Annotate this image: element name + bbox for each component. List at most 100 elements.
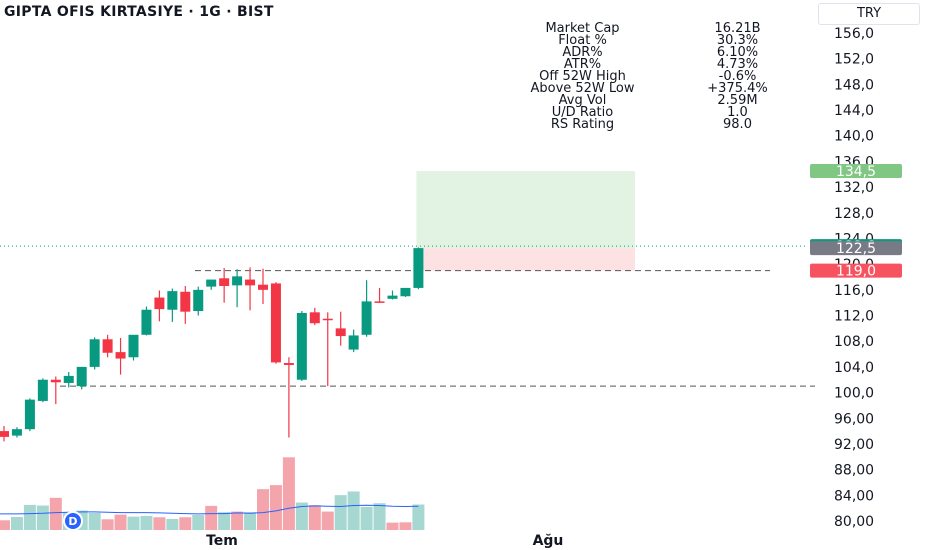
- stat-row: Avg Vol 2.59M: [490, 93, 800, 108]
- y-tick-label: 144,0: [834, 103, 874, 119]
- y-tick-label: 80,00: [834, 514, 874, 530]
- candle-body[interactable]: [413, 248, 424, 288]
- stat-row: U/D Ratio 1.0: [490, 105, 800, 120]
- candle-body[interactable]: [258, 284, 268, 290]
- volume-bar: [127, 516, 140, 530]
- candle-body[interactable]: [128, 334, 139, 358]
- volume-bar: [244, 512, 257, 530]
- volume-bar: [231, 511, 244, 530]
- x-tick-label: Tem: [206, 533, 238, 549]
- y-tick-label: 140,0: [834, 129, 874, 145]
- candle-body[interactable]: [180, 291, 191, 312]
- candle-body[interactable]: [400, 287, 411, 297]
- volume-bar: [36, 505, 49, 530]
- candle-body[interactable]: [374, 301, 385, 303]
- chart-title: GIPTA OFIS KIRTASIYE · 1G · BIST: [4, 4, 274, 20]
- x-tick-label: Ağu: [533, 533, 564, 549]
- candle-body[interactable]: [193, 289, 204, 312]
- stat-label: RS Rating: [550, 117, 615, 132]
- profit-zone[interactable]: [416, 171, 635, 249]
- price-label-tag: [810, 241, 902, 256]
- stat-label: Float %: [558, 33, 607, 48]
- stat-label: Avg Vol: [558, 93, 607, 108]
- y-tick-label: 128,0: [834, 206, 874, 222]
- candle-body[interactable]: [37, 379, 48, 401]
- stat-label: ADR%: [562, 45, 603, 60]
- candle-body[interactable]: [335, 328, 346, 337]
- currency-button[interactable]: TRY: [818, 3, 920, 25]
- volume-bar: [308, 505, 321, 530]
- y-tick-label: 132,0: [834, 180, 874, 196]
- volume-bar: [334, 495, 347, 530]
- candle-body[interactable]: [63, 375, 74, 383]
- candle-body[interactable]: [89, 339, 100, 367]
- volume-bar: [166, 518, 179, 530]
- stat-value: 30.3%: [716, 33, 759, 48]
- volume-bar: [114, 514, 127, 530]
- volume-bar: [347, 491, 360, 530]
- stat-value: 4.73%: [716, 57, 759, 72]
- candle-body[interactable]: [296, 312, 307, 380]
- candle-body[interactable]: [232, 276, 243, 286]
- stat-row: Off 52W High -0.6%: [490, 69, 800, 84]
- candle-body[interactable]: [309, 312, 320, 324]
- volume-bar: [412, 504, 425, 530]
- candle-body[interactable]: [167, 291, 178, 310]
- y-tick-label: 92,00: [834, 437, 874, 453]
- price-label-text: 119,0: [836, 264, 876, 280]
- stat-label: U/D Ratio: [551, 105, 614, 120]
- y-tick-label: 156,0: [834, 26, 874, 42]
- y-tick-label: 104,0: [834, 360, 874, 376]
- volume-bar: [179, 517, 192, 530]
- volume-bar: [373, 503, 386, 530]
- candle-body[interactable]: [50, 379, 61, 383]
- volume-bar: [205, 505, 218, 530]
- candle-body[interactable]: [141, 309, 152, 335]
- volume-bar: [282, 457, 295, 530]
- volume-bar: [295, 502, 308, 530]
- volume-bar: [88, 512, 101, 530]
- candle-body[interactable]: [24, 399, 35, 430]
- candle-body[interactable]: [361, 301, 372, 335]
- price-label-tag: [810, 263, 902, 278]
- volume-bar: [0, 520, 10, 530]
- candle-body[interactable]: [270, 283, 281, 363]
- y-tick-label: 84,00: [834, 488, 874, 504]
- candle-body[interactable]: [219, 278, 230, 286]
- volume-bar: [49, 497, 62, 530]
- candle-body[interactable]: [348, 335, 359, 350]
- candle-body[interactable]: [206, 279, 217, 287]
- stat-value: 16.21B: [714, 21, 761, 36]
- dividend-marker-icon[interactable]: [63, 511, 83, 531]
- loss-zone[interactable]: [416, 248, 635, 271]
- candle-body[interactable]: [76, 366, 87, 387]
- volume-bar: [153, 517, 166, 530]
- volume-average-line: [0, 504, 419, 515]
- volume-bar: [218, 512, 231, 530]
- candle-body[interactable]: [322, 318, 333, 321]
- price-label-text: 134,5: [836, 164, 876, 180]
- candle-body[interactable]: [154, 297, 165, 310]
- stat-value: 6.10%: [716, 45, 759, 60]
- stat-value: -0.6%: [718, 69, 757, 84]
- stat-label: Off 52W High: [539, 69, 626, 84]
- candle-body[interactable]: [102, 339, 113, 353]
- stat-row: ADR% 6.10%: [490, 45, 800, 60]
- candle-body[interactable]: [11, 429, 22, 436]
- y-tick-label: 148,0: [834, 77, 874, 93]
- candle-body[interactable]: [283, 363, 294, 365]
- candle-body[interactable]: [0, 431, 9, 437]
- stat-value: +375.4%: [707, 81, 768, 96]
- y-tick-label: 96,00: [834, 411, 874, 427]
- stat-row: Float % 30.3%: [490, 33, 800, 48]
- stat-label: Above 52W Low: [530, 81, 635, 96]
- volume-bar: [386, 522, 399, 530]
- dividend-marker-label: D: [68, 515, 77, 528]
- stat-label: Market Cap: [545, 21, 620, 36]
- candle-body[interactable]: [115, 352, 126, 359]
- y-tick-label: 116,0: [834, 283, 874, 299]
- candle-body[interactable]: [387, 295, 398, 299]
- candle-body[interactable]: [245, 279, 256, 286]
- price-label-tag: [810, 164, 902, 179]
